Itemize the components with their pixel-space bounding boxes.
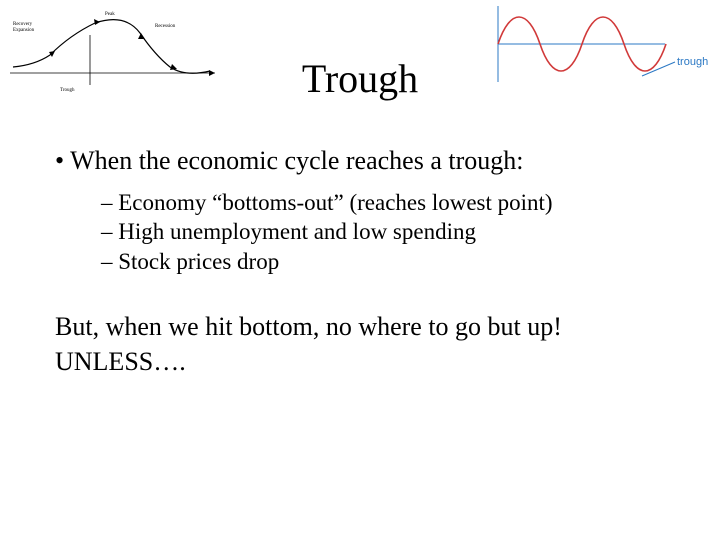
sub-bullet-list: Economy “bottoms-out” (reaches lowest po… <box>101 188 675 278</box>
slide-content: When the economic cycle reaches a trough… <box>55 145 675 380</box>
svg-text:Recovery: Recovery <box>13 22 33 27</box>
slide-title: Trough <box>0 55 720 102</box>
paragraph-2: UNLESS…. <box>55 346 675 379</box>
sub-bullet-2: High unemployment and low spending <box>101 217 675 247</box>
sub-bullet-1: Economy “bottoms-out” (reaches lowest po… <box>101 188 675 218</box>
paragraph-1: But, when we hit bottom, no where to go … <box>55 311 675 344</box>
svg-text:Recession: Recession <box>155 24 176 29</box>
svg-text:Peak: Peak <box>105 12 115 17</box>
main-bullet: When the economic cycle reaches a trough… <box>55 145 675 178</box>
sub-bullet-3: Stock prices drop <box>101 247 675 277</box>
svg-text:Expansion: Expansion <box>13 28 35 33</box>
